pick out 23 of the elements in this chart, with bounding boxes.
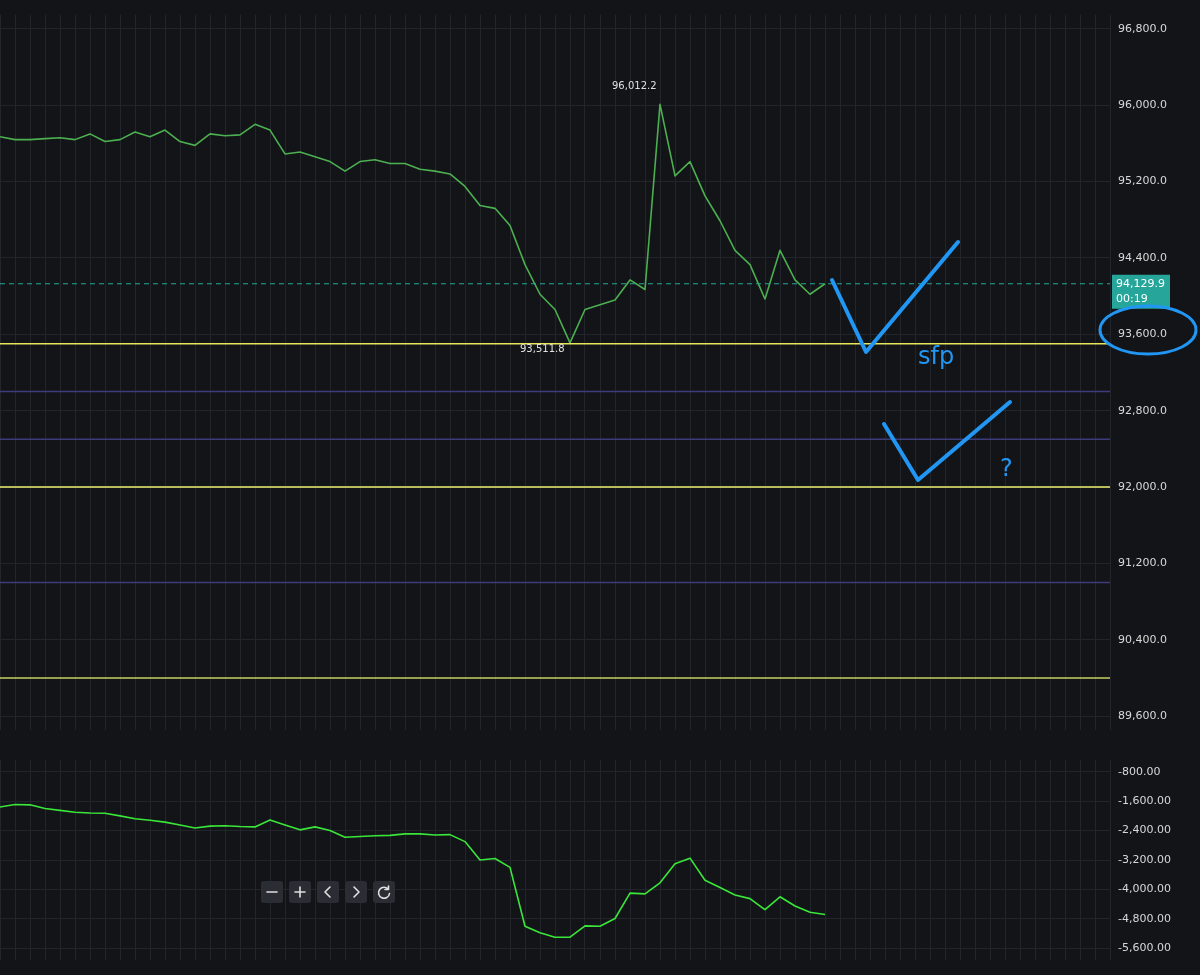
y-tick-label: -1,600.00 [1118,794,1171,808]
y-tick-label: 94,400.0 [1118,250,1167,264]
y-tick-label: 96,000.0 [1118,98,1167,112]
y-tick-label: 93,600.0 [1118,327,1167,341]
annotation: ? [1000,454,1013,483]
y-tick-label: -3,200.00 [1118,852,1171,866]
y-tick-label: 92,000.0 [1118,479,1167,493]
y-tick-label: 96,800.0 [1118,21,1167,35]
y-tick-label: 91,200.0 [1118,556,1167,570]
annotation: 93,511.8 [520,342,565,354]
y-tick-label: 89,600.0 [1118,708,1167,722]
annotation: 96,012.2 [612,79,657,91]
annotation: sfp [918,342,955,371]
y-tick-label: 90,400.0 [1118,632,1167,646]
y-tick-label: 95,200.0 [1118,174,1167,188]
y-tick-label: -4,800.00 [1118,911,1171,925]
y-tick-label: -2,400.00 [1118,823,1171,837]
text: 00:19 [1116,291,1148,305]
y-tick-label: -5,600.00 [1118,941,1171,955]
y-tick-label: -4,000.00 [1118,882,1171,896]
y-tick-label: 92,800.0 [1118,403,1167,417]
y-tick-label: -800.00 [1118,764,1161,778]
ref-line-label: 94,129.9 [1116,276,1165,290]
